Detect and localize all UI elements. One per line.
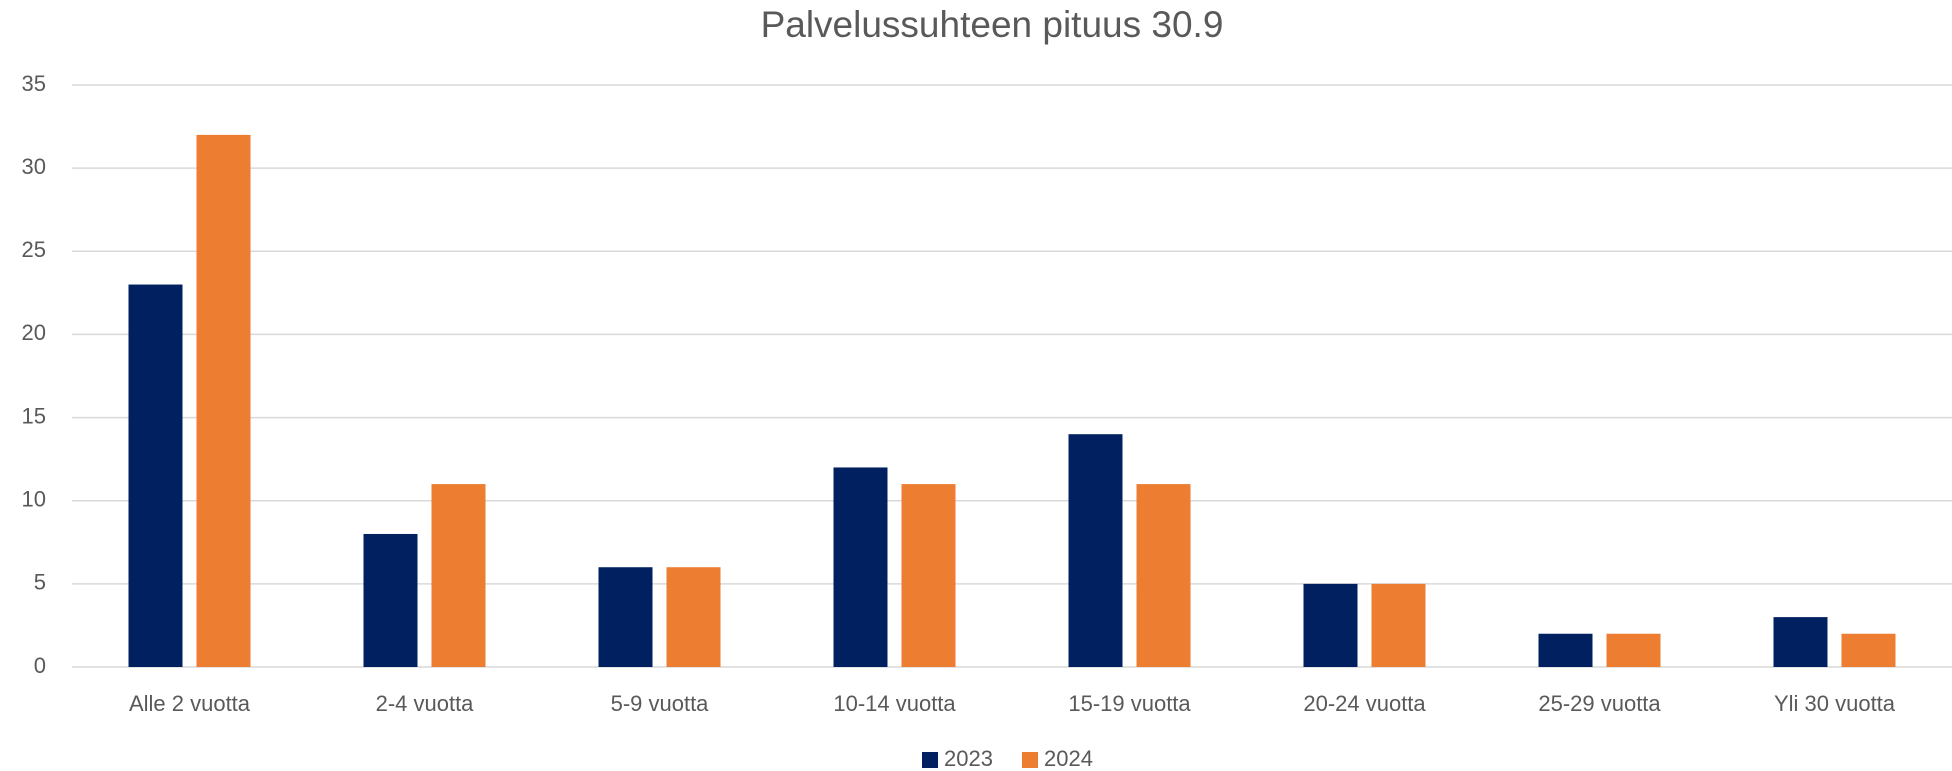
x-tick-label: 5-9 vuotta bbox=[611, 691, 710, 716]
y-tick-label: 10 bbox=[22, 487, 46, 512]
bar bbox=[901, 484, 956, 667]
chart-title: Palvelussuhteen pituus 30.9 bbox=[761, 4, 1224, 45]
bar bbox=[128, 284, 183, 667]
bar bbox=[196, 134, 251, 667]
bar bbox=[833, 467, 888, 667]
y-tick-label: 20 bbox=[22, 320, 46, 345]
bar bbox=[1136, 484, 1191, 667]
bar bbox=[1606, 633, 1661, 667]
legend-swatch bbox=[922, 752, 938, 768]
bar bbox=[666, 567, 721, 667]
legend-label: 2024 bbox=[1044, 746, 1093, 771]
y-tick-label: 5 bbox=[34, 570, 46, 595]
legend-label: 2023 bbox=[944, 746, 993, 771]
y-tick-label: 0 bbox=[34, 653, 46, 678]
y-tick-label: 25 bbox=[22, 237, 46, 262]
bar bbox=[363, 533, 418, 667]
x-tick-label: 2-4 vuotta bbox=[376, 691, 475, 716]
x-tick-label: 20-24 vuotta bbox=[1303, 691, 1426, 716]
bar bbox=[1371, 583, 1426, 667]
bar bbox=[1841, 633, 1896, 667]
bar bbox=[598, 567, 653, 667]
bar bbox=[1538, 633, 1593, 667]
y-tick-label: 30 bbox=[22, 154, 46, 179]
bar bbox=[1068, 434, 1123, 667]
legend-swatch bbox=[1022, 752, 1038, 768]
y-tick-label: 15 bbox=[22, 403, 46, 428]
x-tick-label: 10-14 vuotta bbox=[833, 691, 956, 716]
bar bbox=[1773, 617, 1828, 667]
x-tick-label: 25-29 vuotta bbox=[1538, 691, 1661, 716]
bar bbox=[1303, 583, 1358, 667]
x-tick-label: Alle 2 vuotta bbox=[129, 691, 251, 716]
x-tick-label: 15-19 vuotta bbox=[1068, 691, 1191, 716]
x-tick-label: Yli 30 vuotta bbox=[1774, 691, 1896, 716]
bar bbox=[431, 484, 486, 667]
y-tick-label: 35 bbox=[22, 71, 46, 96]
